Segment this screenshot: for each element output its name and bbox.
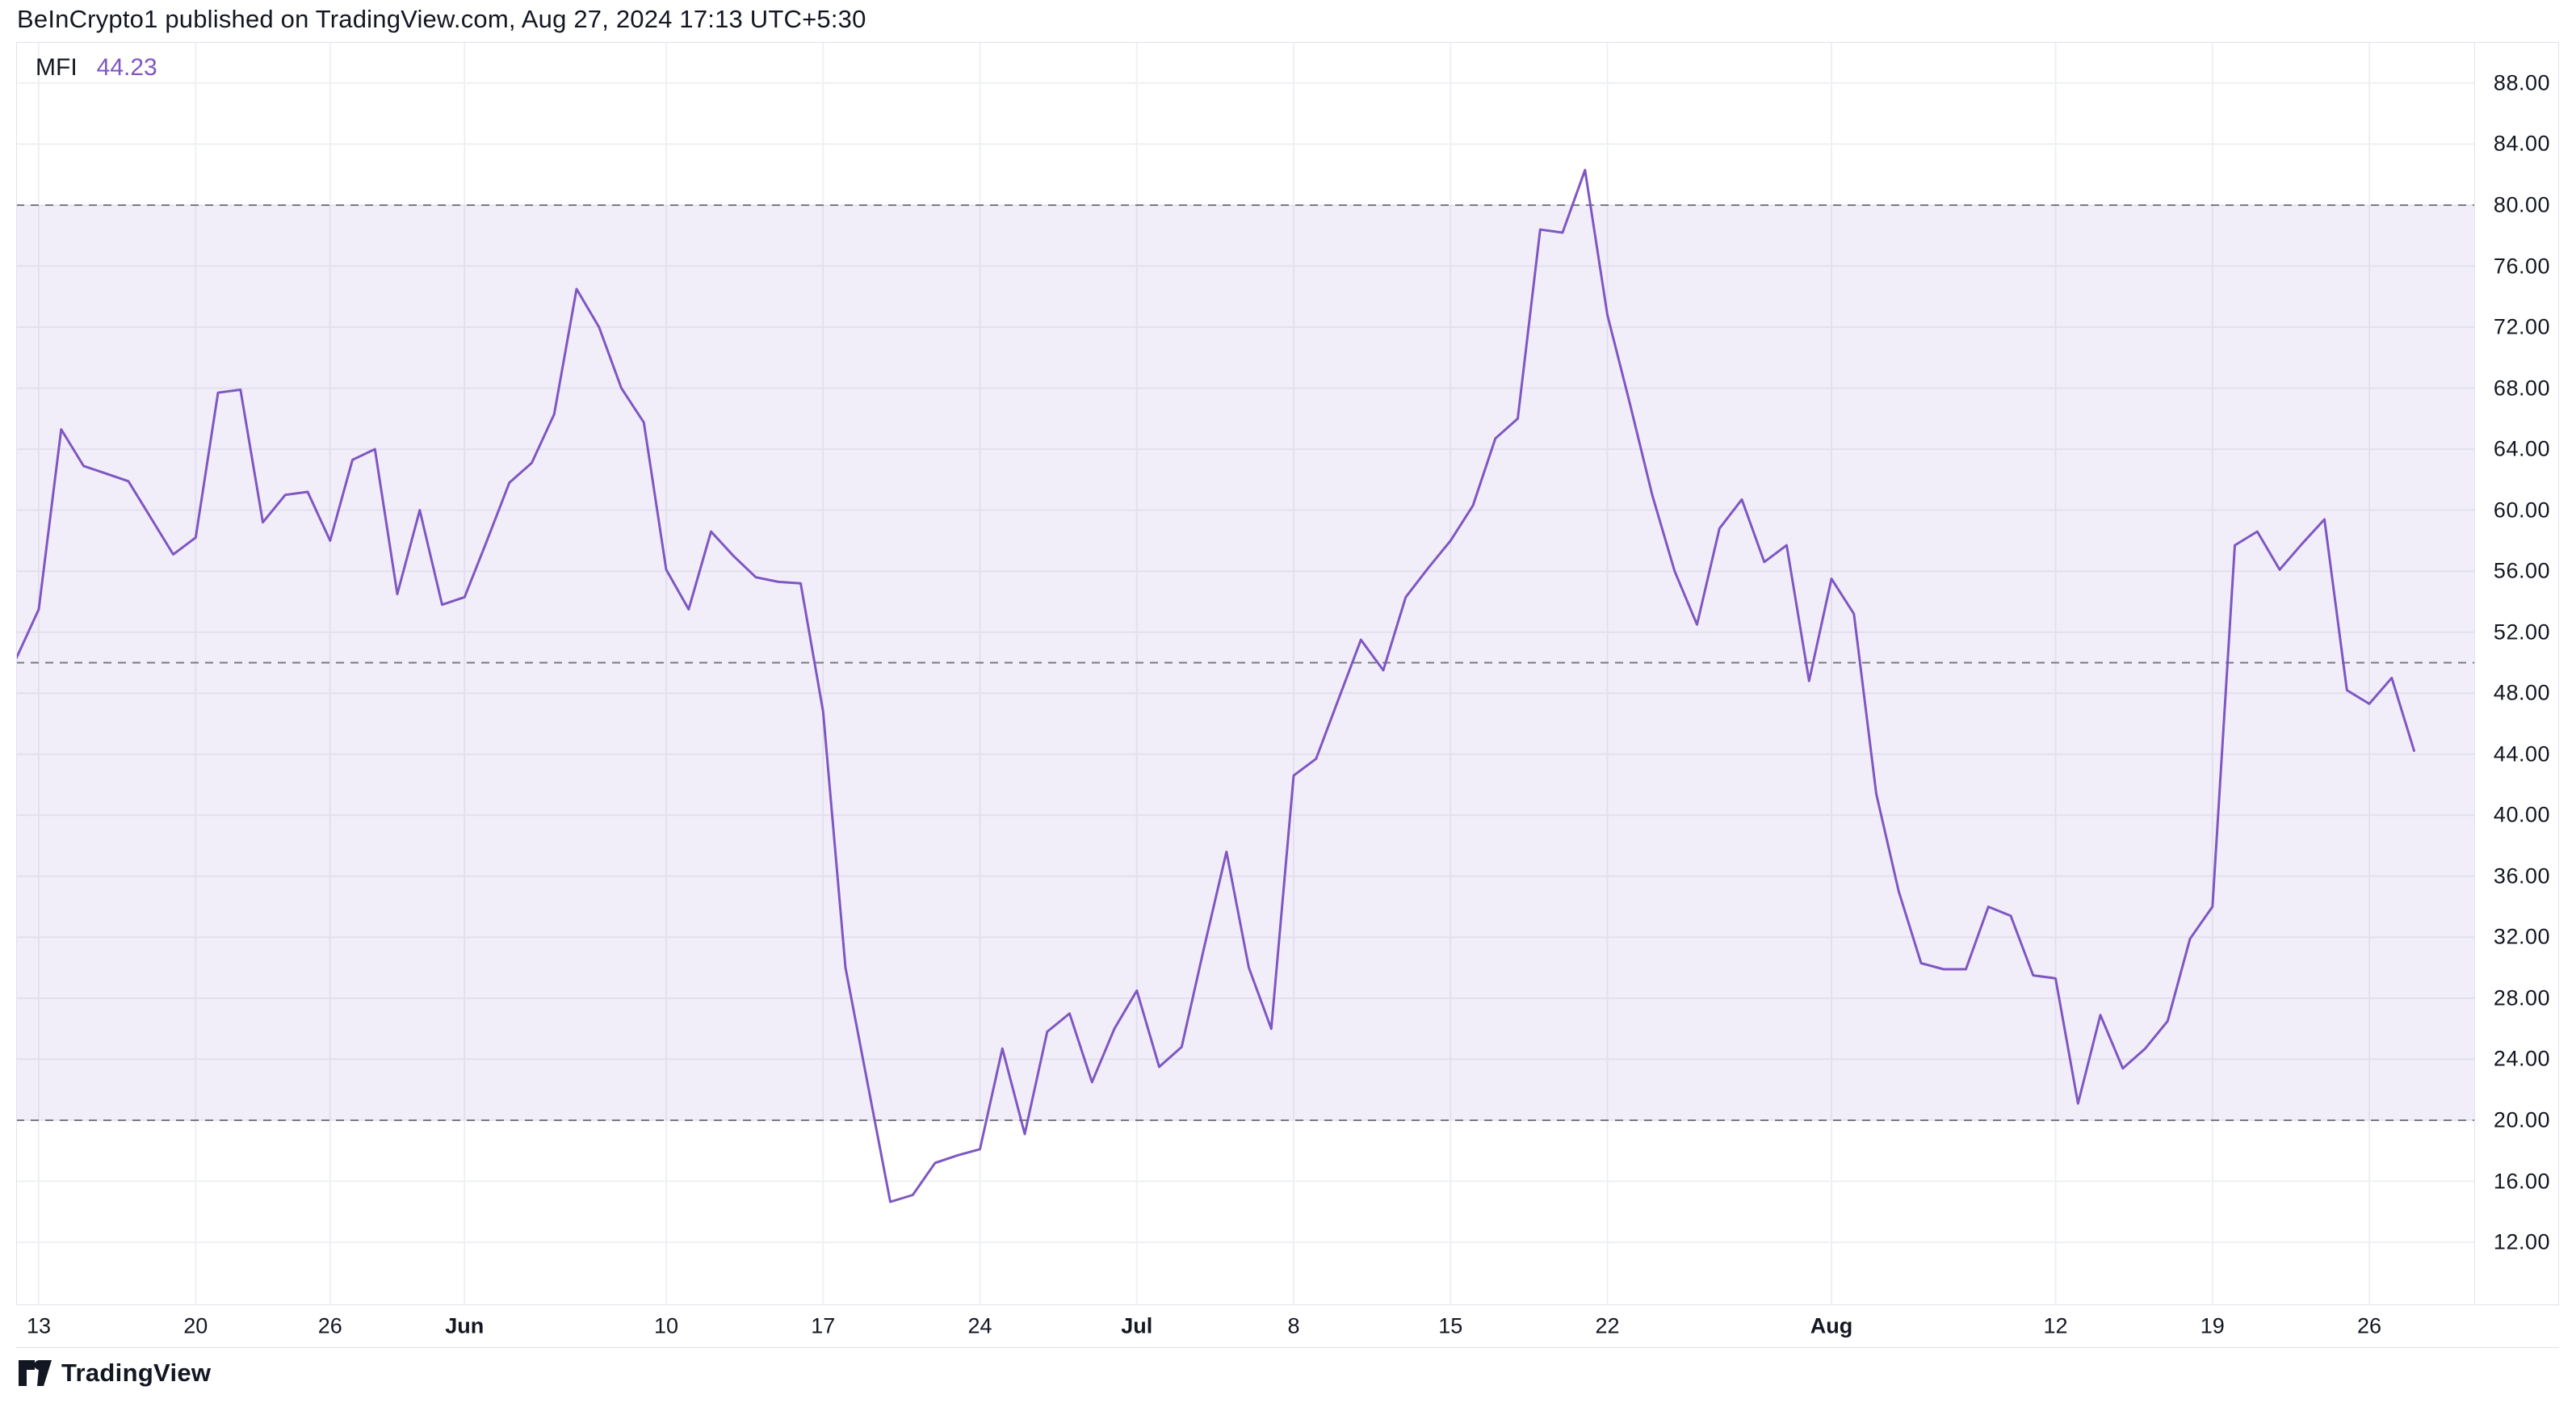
time-tick-label: 12 (2043, 1313, 2068, 1338)
indicator-pane[interactable]: MFI 44.23 (16, 42, 2474, 1304)
time-tick-label: 13 (26, 1313, 52, 1338)
indicator-title[interactable]: MFI (36, 54, 78, 81)
price-tick-label: 20.00 (2493, 1107, 2550, 1132)
indicator-last-value: 44.23 (96, 54, 157, 81)
time-tick-label: Aug (1810, 1313, 1853, 1338)
price-tick-label: 44.00 (2493, 741, 2550, 766)
pane-left-border (16, 42, 17, 1304)
time-tick-label: 22 (1595, 1313, 1620, 1338)
grid-vertical (38, 42, 2370, 1304)
time-tick-label: 17 (811, 1313, 836, 1338)
time-tick-label: 15 (1438, 1313, 1463, 1338)
time-tick-label: 24 (967, 1313, 992, 1338)
price-tick-label: 24.00 (2493, 1046, 2550, 1071)
tradingview-logo[interactable]: TradingView (18, 1359, 211, 1388)
price-tick-label: 28.00 (2493, 985, 2550, 1010)
header-attribution: BeInCrypto1 published on TradingView.com… (17, 5, 866, 33)
pane-bottom-border (16, 1304, 2559, 1305)
price-tick-label: 80.00 (2493, 192, 2550, 217)
time-tick-label: 10 (653, 1313, 679, 1338)
price-axis[interactable]: 88.00 84.00 80.00 76.00 72.00 68.00 64.00 60.00… (2474, 42, 2558, 1304)
time-tick-label: 26 (2356, 1313, 2382, 1338)
price-tick-label: 56.00 (2493, 558, 2550, 583)
mfi-series-line (16, 169, 2415, 1203)
time-tick-label: Jun (445, 1313, 485, 1338)
time-axis[interactable]: 13 20 26 Jun 10 17 24 Jul 8 15 22 Aug 12 19 26 (16, 1304, 2474, 1347)
price-tick-label: 40.00 (2493, 802, 2550, 827)
footer-divider (16, 1347, 2559, 1348)
price-tick-label: 72.00 (2493, 314, 2550, 339)
price-tick-label: 36.00 (2493, 863, 2550, 888)
time-tick-label: 19 (2200, 1313, 2225, 1338)
price-tick-label: 64.00 (2493, 436, 2550, 461)
time-tick-label: 8 (1287, 1313, 1300, 1338)
price-tick-label: 12.00 (2493, 1229, 2550, 1254)
axis-right-border (2558, 42, 2559, 1304)
tradingview-logo-text: TradingView (61, 1359, 212, 1387)
price-tick-label: 76.00 (2493, 254, 2550, 278)
pane-axis-divider (2474, 42, 2475, 1304)
price-tick-label: 60.00 (2493, 498, 2550, 523)
mfi-line-chart[interactable] (16, 42, 2474, 1304)
price-tick-label: 68.00 (2493, 376, 2550, 401)
time-tick-label: Jul (1121, 1313, 1153, 1338)
price-tick-label: 88.00 (2493, 70, 2550, 95)
price-tick-label: 52.00 (2493, 620, 2550, 645)
pane-top-border (16, 42, 2559, 43)
time-tick-label: 26 (317, 1313, 342, 1338)
price-tick-label: 32.00 (2493, 924, 2550, 949)
tradingview-logo-icon (19, 1360, 52, 1386)
time-tick-label: 20 (183, 1313, 208, 1338)
price-tick-label: 16.00 (2493, 1169, 2550, 1193)
price-tick-label: 84.00 (2493, 131, 2550, 156)
indicator-legend: MFI 44.23 (36, 53, 157, 82)
band-reference-lines (16, 204, 2474, 1121)
price-tick-label: 48.00 (2493, 680, 2550, 705)
